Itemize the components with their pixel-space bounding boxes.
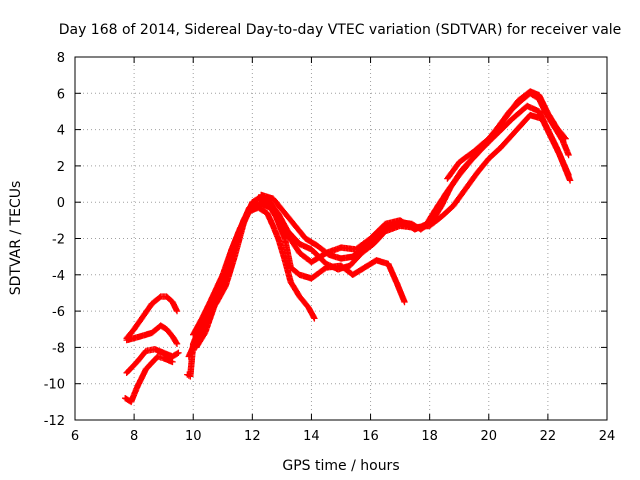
y-tick-label: -4: [52, 269, 65, 284]
series-marks: [122, 353, 176, 406]
series-track-i: [258, 90, 572, 262]
series-track-j: [444, 88, 569, 182]
x-tick-label: 22: [540, 429, 557, 444]
data-marks: [122, 88, 574, 406]
series-marks: [123, 322, 181, 347]
x-tick-label: 12: [244, 429, 261, 444]
y-tick-label: -8: [52, 341, 65, 356]
x-tick-label: 6: [71, 429, 79, 444]
x-axis-label: GPS time / hours: [282, 458, 399, 474]
series-track-c: [123, 346, 182, 376]
series-marks: [193, 111, 574, 351]
y-tick-label: 2: [57, 160, 65, 175]
y-tick-label: 6: [57, 87, 65, 102]
series-marks: [444, 88, 569, 182]
series-track-b: [123, 322, 181, 347]
x-tick-label: 16: [362, 429, 379, 444]
series-marks: [258, 90, 572, 262]
y-tick-label: 8: [57, 51, 65, 66]
y-tick-label: 0: [57, 196, 65, 211]
y-tick-label: -6: [52, 305, 65, 320]
series-track-h: [193, 111, 574, 351]
x-tick-label: 24: [599, 429, 616, 444]
y-tick-label: -10: [44, 378, 65, 393]
y-tick-label: 4: [57, 124, 65, 139]
x-tick-label: 14: [303, 429, 320, 444]
y-axis-label: SDTVAR / TECUs: [8, 181, 24, 296]
grid: [75, 57, 607, 420]
series-marks: [123, 346, 182, 376]
x-tick-label: 20: [481, 429, 498, 444]
x-tick-label: 18: [421, 429, 438, 444]
chart-title: Day 168 of 2014, Sidereal Day-to-day VTE…: [59, 22, 622, 38]
series-track-d: [122, 353, 176, 406]
y-tick-label: -2: [52, 233, 65, 248]
x-tick-label: 8: [130, 429, 138, 444]
y-tick-label: -12: [44, 414, 65, 429]
x-tick-label: 10: [185, 429, 202, 444]
